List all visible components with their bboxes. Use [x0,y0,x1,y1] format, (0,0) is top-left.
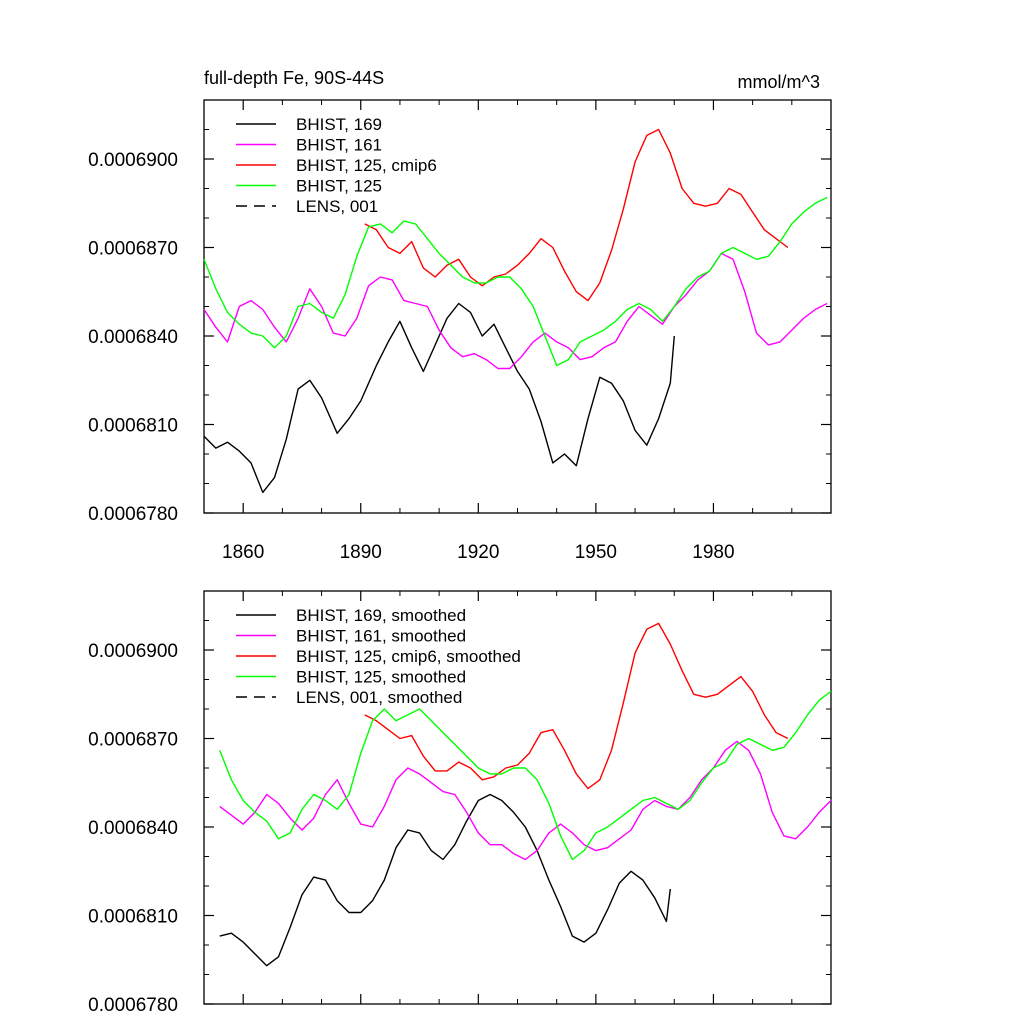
series-line-0 [203,302,675,494]
legend: BHIST, 169, smoothed BHIST, 161, smoothed… [236,606,521,707]
y-tick-label: 0.0006870 [88,730,178,751]
series-group [203,128,828,494]
legend-label: BHIST, 169 [296,115,382,134]
legend-label: BHIST, 161, smoothed [296,627,466,646]
x-tick-label: 1980 [692,542,734,563]
y-tick-label: 0.0006810 [88,907,178,928]
series-line-1 [219,740,832,861]
y-tick-label: 0.0006840 [88,818,178,839]
legend-label: BHIST, 169, smoothed [296,606,466,625]
axes: 0.0006780 0.0006810 0.0006840 0.0006870 0.00… [88,100,831,563]
y-tick-label: 0.0006900 [88,150,178,171]
series-line-2 [364,622,789,790]
y-tick-label: 0.0006840 [88,327,178,348]
axes: 0.0006780 0.0006810 0.0006840 0.0006870 0.00… [88,591,831,1016]
legend-label: BHIST, 125, cmip6, smoothed [296,647,521,666]
x-tick-label: 1860 [222,542,264,563]
y-tick-label: 0.0006900 [88,641,178,662]
legend-label: BHIST, 125, cmip6 [296,156,437,175]
legend-label: BHIST, 125, smoothed [296,668,466,687]
x-tick-label: 1890 [340,542,382,563]
series-line-2 [364,128,789,302]
series-line-1 [203,252,828,370]
panel-top: full-depth Fe, 90S-44S mmol/m^3 0.000678… [88,68,832,563]
units-label: mmol/m^3 [738,72,820,92]
y-tick-label: 0.0006780 [88,995,178,1016]
legend-label: LENS, 001 [296,197,378,216]
y-tick-label: 0.0006780 [88,504,178,525]
series-line-3 [203,196,828,367]
panel-bottom: 0.0006780 0.0006810 0.0006840 0.0006870 0.00… [88,590,832,1016]
series-line-3 [219,690,832,861]
series-group [219,622,832,967]
y-tick-label: 0.0006870 [88,239,178,260]
legend-label: LENS, 001, smoothed [296,688,462,707]
chart-title: full-depth Fe, 90S-44S [204,68,384,88]
x-tick-label: 1920 [457,542,499,563]
series-line-0 [219,793,671,967]
legend-label: BHIST, 125 [296,177,382,196]
y-tick-label: 0.0006810 [88,416,178,437]
legend-label: BHIST, 161 [296,136,382,155]
x-tick-label: 1950 [575,542,617,563]
